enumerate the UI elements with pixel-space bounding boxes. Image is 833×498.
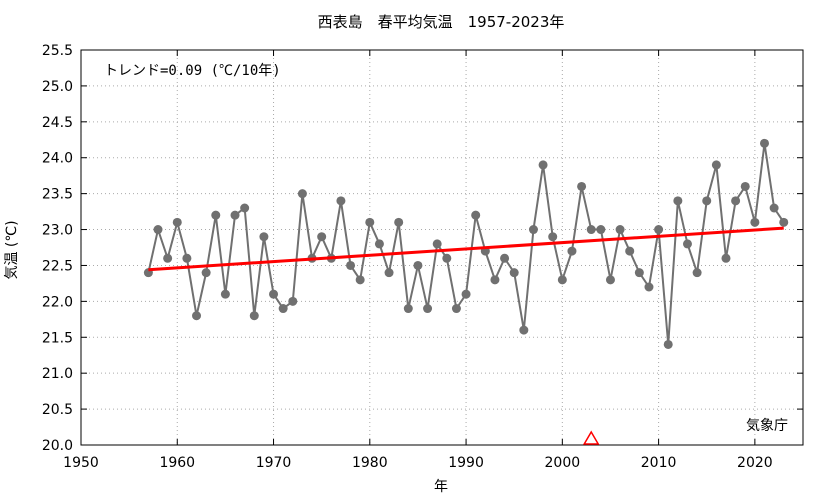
data-point [240, 203, 250, 213]
data-point [500, 253, 510, 263]
data-point [644, 282, 654, 292]
data-point [519, 325, 529, 335]
data-point [769, 203, 779, 213]
data-point [413, 260, 423, 270]
y-tick-label: 24.5 [42, 115, 73, 131]
data-point [596, 225, 606, 235]
data-point [634, 268, 644, 278]
data-point [220, 289, 230, 299]
data-point [471, 210, 481, 220]
trend-line [148, 226, 784, 272]
data-point [384, 268, 394, 278]
data-point [654, 225, 664, 235]
data-point [163, 253, 173, 263]
data-point [374, 239, 384, 249]
data-point [740, 181, 750, 191]
x-tick-label: 2020 [737, 455, 773, 471]
marker [582, 430, 600, 445]
data-point [365, 217, 375, 227]
data-point [577, 181, 587, 191]
data-point [355, 275, 365, 285]
data-point [153, 225, 163, 235]
data-point [625, 246, 635, 256]
data-point [605, 275, 615, 285]
data-point [192, 311, 202, 321]
data-point [682, 239, 692, 249]
y-tick-label: 25.0 [42, 79, 73, 95]
data-point [461, 289, 471, 299]
data-point [759, 138, 769, 148]
data-point [211, 210, 221, 220]
data-point [615, 225, 625, 235]
data-point [403, 304, 413, 314]
source-label: 気象庁 [746, 418, 788, 434]
data-point [509, 268, 519, 278]
data-point [201, 268, 211, 278]
y-tick-label: 22.0 [42, 294, 73, 310]
y-tick-label: 21.0 [42, 366, 73, 382]
x-tick-label: 1970 [256, 455, 292, 471]
data-point [663, 339, 673, 349]
x-tick-label: 1990 [448, 455, 484, 471]
data-point [557, 275, 567, 285]
data-point [230, 210, 240, 220]
trend [148, 226, 784, 272]
y-tick-label: 24.0 [42, 151, 73, 167]
data-point [317, 232, 327, 242]
data-point [548, 232, 558, 242]
x-tick-label: 1980 [352, 455, 388, 471]
y-axis-label: 気温 (℃) [4, 220, 20, 279]
chart-title: 西表島 春平均気温 1957-2023年 [318, 13, 565, 31]
data-point [702, 196, 712, 206]
data-point [528, 225, 538, 235]
data-point [278, 304, 288, 314]
data-point [442, 253, 452, 263]
data-point [297, 189, 307, 199]
data-point [731, 196, 741, 206]
data-point [750, 217, 760, 227]
data-point [182, 253, 192, 263]
data-point [567, 246, 577, 256]
data-point [721, 253, 731, 263]
x-tick-label: 1960 [159, 455, 195, 471]
grid [81, 50, 803, 445]
plot-frame [80, 49, 804, 446]
data-point [346, 260, 356, 270]
data-point [673, 196, 683, 206]
x-axis-label: 年 [434, 479, 448, 495]
y-tick-label: 23.0 [42, 223, 73, 239]
data-point [692, 268, 702, 278]
data-point [779, 217, 789, 227]
y-tick-label: 23.5 [42, 187, 73, 203]
data-point [423, 304, 433, 314]
data-point [451, 304, 461, 314]
data-point [172, 217, 182, 227]
data-point [394, 217, 404, 227]
data-point [269, 289, 279, 299]
x-tick-label: 1950 [63, 455, 99, 471]
y-tick-label: 22.5 [42, 258, 73, 274]
y-tick-label: 25.5 [42, 43, 73, 59]
data-point [288, 296, 298, 306]
y-tick-label: 20.0 [42, 438, 73, 454]
data-point [490, 275, 500, 285]
data-point [259, 232, 269, 242]
y-tick-label: 21.5 [42, 330, 73, 346]
x-tick-label: 2010 [641, 455, 677, 471]
data-point [711, 160, 721, 170]
series [143, 138, 789, 349]
x-axis: 1950 1960 1970 1980 1990 2000 2010 2020 [63, 50, 773, 471]
trend-label: トレンド=0.09 (℃/10年) [104, 63, 281, 79]
data-point [586, 225, 596, 235]
data-point [336, 196, 346, 206]
data-point [249, 311, 259, 321]
y-tick-label: 20.5 [42, 402, 73, 418]
y-axis: 20.0 20.5 21.0 21.5 22.0 22.5 23.0 23.5 24.0 24.5… [42, 43, 803, 454]
triangle-marker [582, 430, 600, 445]
data-point [538, 160, 548, 170]
x-tick-label: 2000 [545, 455, 581, 471]
data-point [432, 239, 442, 249]
